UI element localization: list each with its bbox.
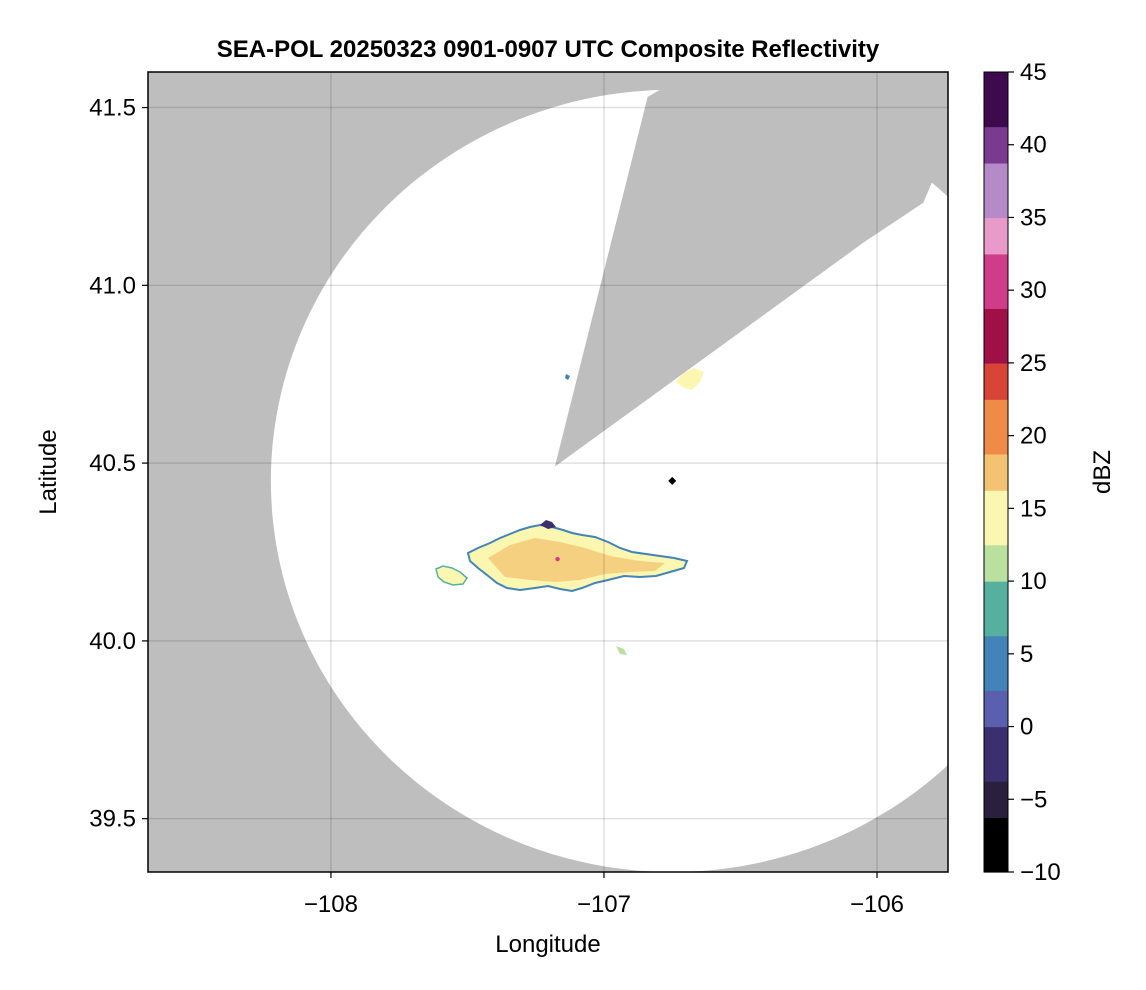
colorbar-segment [984,799,1008,819]
colorbar-segment [984,326,1008,346]
echo-small-south-cell [616,646,627,655]
y-tick-label: 40.5 [89,450,136,477]
colorbar-tick-label: 30 [1020,277,1047,304]
colorbar-segment [984,72,1008,91]
x-axis-label: Longitude [495,931,600,958]
colorbar-segment [984,362,1008,382]
colorbar-segment [984,744,1008,764]
colorbar-tick-label: 15 [1020,495,1047,522]
echo-intense-pixel [555,556,560,562]
colorbar-tick-label: 45 [1020,59,1047,86]
colorbar-segment [984,708,1008,728]
radar-site-marker [668,476,677,485]
colorbar-frame [983,71,1009,873]
plot-area [148,72,948,872]
colorbar-segment [984,144,1008,164]
colorbar-segments [984,72,1008,873]
colorbar-ticks: −10 −5 0 5 10 15 20 25 30 35 40 45 [1008,59,1061,886]
colorbar-segment [984,199,1008,219]
colorbar-segment [984,562,1008,582]
y-tick-label: 41.0 [89,272,136,299]
colorbar-segment [984,653,1008,673]
colorbar-segment [984,472,1008,491]
colorbar-segment [984,762,1008,782]
colorbar-tick-label: 10 [1020,568,1047,595]
colorbar-segment [984,617,1008,637]
colorbar-tick-label: 5 [1020,641,1033,668]
colorbar-segment [984,599,1008,619]
colorbar-segment [984,181,1008,200]
colorbar-segment [984,508,1008,528]
grid-lines [148,72,948,872]
colorbar-segment [984,290,1008,309]
colorbar-segment [984,726,1008,746]
colorbar-segment [984,672,1008,691]
colorbar-segment [984,544,1008,564]
colorbar-segment [984,162,1008,182]
colorbar-segment [984,581,1008,600]
y-axis-ticks: 39.5 40.0 40.5 41.0 41.5 [89,95,148,833]
colorbar-segment [984,399,1008,419]
x-tick-label: −106 [850,891,904,918]
colorbar-segment [984,490,1008,509]
colorbar-segment [984,381,1008,400]
colorbar-segment [984,417,1008,437]
reflectivity-echoes [435,368,704,655]
colorbar-tick-label: 40 [1020,132,1047,159]
plot-frame [147,71,949,873]
colorbar-tick-label: 0 [1020,714,1033,741]
colorbar-segment [984,108,1008,128]
echo-north-fragment [565,374,570,380]
x-tick-label: −108 [304,891,358,918]
colorbar-segment [984,453,1008,473]
colorbar-tick-label: 20 [1020,423,1047,450]
colorbar-segment [984,217,1008,237]
echo-western-cell [435,565,468,586]
colorbar-segment [984,781,1008,800]
colorbar-segment [984,526,1008,546]
colorbar-segment [984,690,1008,709]
colorbar-segment [984,90,1008,109]
colorbar-segment [984,853,1008,873]
colorbar-segment [984,835,1008,855]
y-tick-label: 41.5 [89,95,136,122]
colorbar-tick-label: 25 [1020,350,1047,377]
colorbar-segment [984,635,1008,655]
chart-title: SEA-POL 20250323 0901-0907 UTC Composite… [217,36,880,63]
echo-main-core [488,538,665,582]
colorbar-label: dBZ [1089,450,1116,494]
colorbar-tick-label: 35 [1020,204,1047,231]
colorbar: −10 −5 0 5 10 15 20 25 30 35 40 45 dBZ [983,59,1116,886]
y-tick-label: 39.5 [89,806,136,833]
echo-main-low-top [540,520,556,529]
colorbar-segment [984,126,1008,146]
colorbar-segment [984,435,1008,455]
colorbar-segment [984,817,1008,837]
echo-north-cell [676,368,704,390]
colorbar-segment [984,272,1008,291]
x-tick-label: −107 [577,891,631,918]
colorbar-tick-label: −5 [1020,786,1047,813]
colorbar-segment [984,344,1008,364]
y-tick-label: 40.0 [89,628,136,655]
colorbar-segment [984,235,1008,255]
colorbar-tick-label: −10 [1020,859,1061,886]
y-axis-label: Latitude [35,429,62,514]
colorbar-segment [984,253,1008,273]
blocked-beam-sector [554,72,948,467]
colorbar-segment [984,308,1008,328]
x-axis-ticks: −108 −107 −106 [304,872,904,918]
